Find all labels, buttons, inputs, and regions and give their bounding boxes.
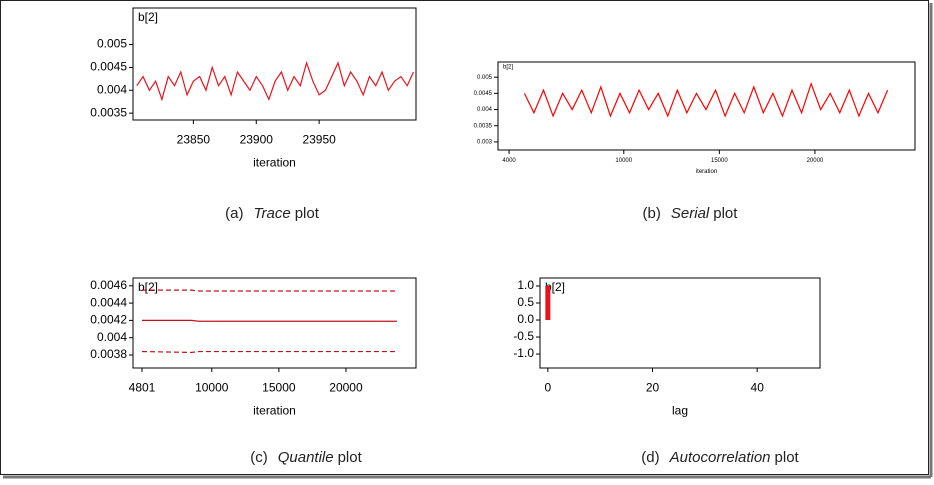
x-tick-label: 20000 — [807, 158, 824, 164]
x-tick-label: 15000 — [262, 381, 296, 395]
y-tick-label: 0.004 — [97, 82, 127, 96]
caption-emphasis: Serial — [671, 205, 710, 222]
caption: (c) Quantile plot — [250, 449, 362, 466]
caption-emphasis: Autocorrelation — [669, 449, 771, 466]
x-tick-label: 0 — [545, 381, 552, 395]
plot-title: b[2] — [138, 280, 158, 294]
x-tick-label: 20000 — [329, 381, 363, 395]
caption: (a) Trace plot — [225, 205, 320, 222]
y-tick-label: 0.005 — [97, 37, 127, 51]
y-tick-label: 0.0045 — [90, 60, 127, 74]
caption-text: plot — [295, 205, 320, 222]
caption-text: plot — [775, 449, 800, 466]
plot-frame — [539, 277, 821, 369]
x-tick-label: 10000 — [195, 381, 229, 395]
data-line — [523, 81, 889, 118]
plot-frame — [132, 7, 417, 121]
plot-frame — [132, 277, 417, 369]
plot-title: b[2] — [503, 64, 513, 70]
y-tick-label: 0.0035 — [90, 105, 127, 119]
plot-frame — [497, 61, 916, 151]
caption-text: plot — [713, 205, 738, 222]
x-tick-label: 10000 — [615, 158, 632, 164]
y-tick-label: 0.0 — [517, 312, 534, 326]
caption-emphasis: Trace — [253, 205, 290, 222]
y-tick-label: 0.003 — [477, 139, 493, 145]
y-tick-label: 0.0038 — [90, 347, 127, 361]
x-tick-label: 23900 — [240, 133, 274, 147]
caption: (b) Serial plot — [643, 205, 739, 222]
y-tick-label: 0.0044 — [90, 295, 127, 309]
data-line — [141, 350, 397, 354]
caption-text: plot — [338, 449, 363, 466]
x-tick-label: 23850 — [177, 133, 211, 147]
x-axis-label: lag — [672, 403, 688, 417]
x-axis-label: iteration — [253, 403, 296, 417]
y-tick-label: 0.004 — [97, 330, 127, 344]
caption-label: (a) — [225, 205, 243, 222]
y-tick-label: 0.0045 — [474, 91, 493, 97]
y-tick-label: -1.0 — [513, 346, 534, 360]
caption-label: (c) — [250, 449, 268, 466]
caption-emphasis: Quantile — [278, 449, 334, 466]
data-line — [142, 289, 397, 292]
x-tick-label: 40 — [751, 381, 765, 395]
x-tick-label: 15000 — [711, 158, 728, 164]
y-tick-label: 0.004 — [477, 107, 493, 113]
caption-label: (b) — [643, 205, 661, 222]
bar — [545, 285, 551, 321]
y-tick-label: 0.0042 — [90, 313, 127, 327]
y-tick-label: 0.0035 — [474, 123, 493, 129]
caption-label: (d) — [641, 449, 659, 466]
y-tick-label: 0.5 — [517, 295, 534, 309]
data-line — [142, 319, 397, 322]
y-tick-label: 0.0046 — [90, 278, 127, 292]
x-axis-label: iteration — [253, 155, 296, 169]
y-tick-label: 1.0 — [517, 278, 534, 292]
data-line — [136, 60, 415, 102]
plot-title: b[2] — [138, 10, 158, 24]
x-axis-label: iteration — [696, 169, 717, 175]
y-tick-label: -0.5 — [513, 329, 534, 343]
x-tick-label: 23950 — [302, 133, 336, 147]
x-tick-label: 4000 — [502, 158, 516, 164]
x-tick-label: 20 — [646, 381, 660, 395]
x-tick-label: 4801 — [129, 381, 156, 395]
caption: (d) Autocorrelation plot — [641, 449, 799, 466]
y-tick-label: 0.005 — [477, 75, 493, 81]
